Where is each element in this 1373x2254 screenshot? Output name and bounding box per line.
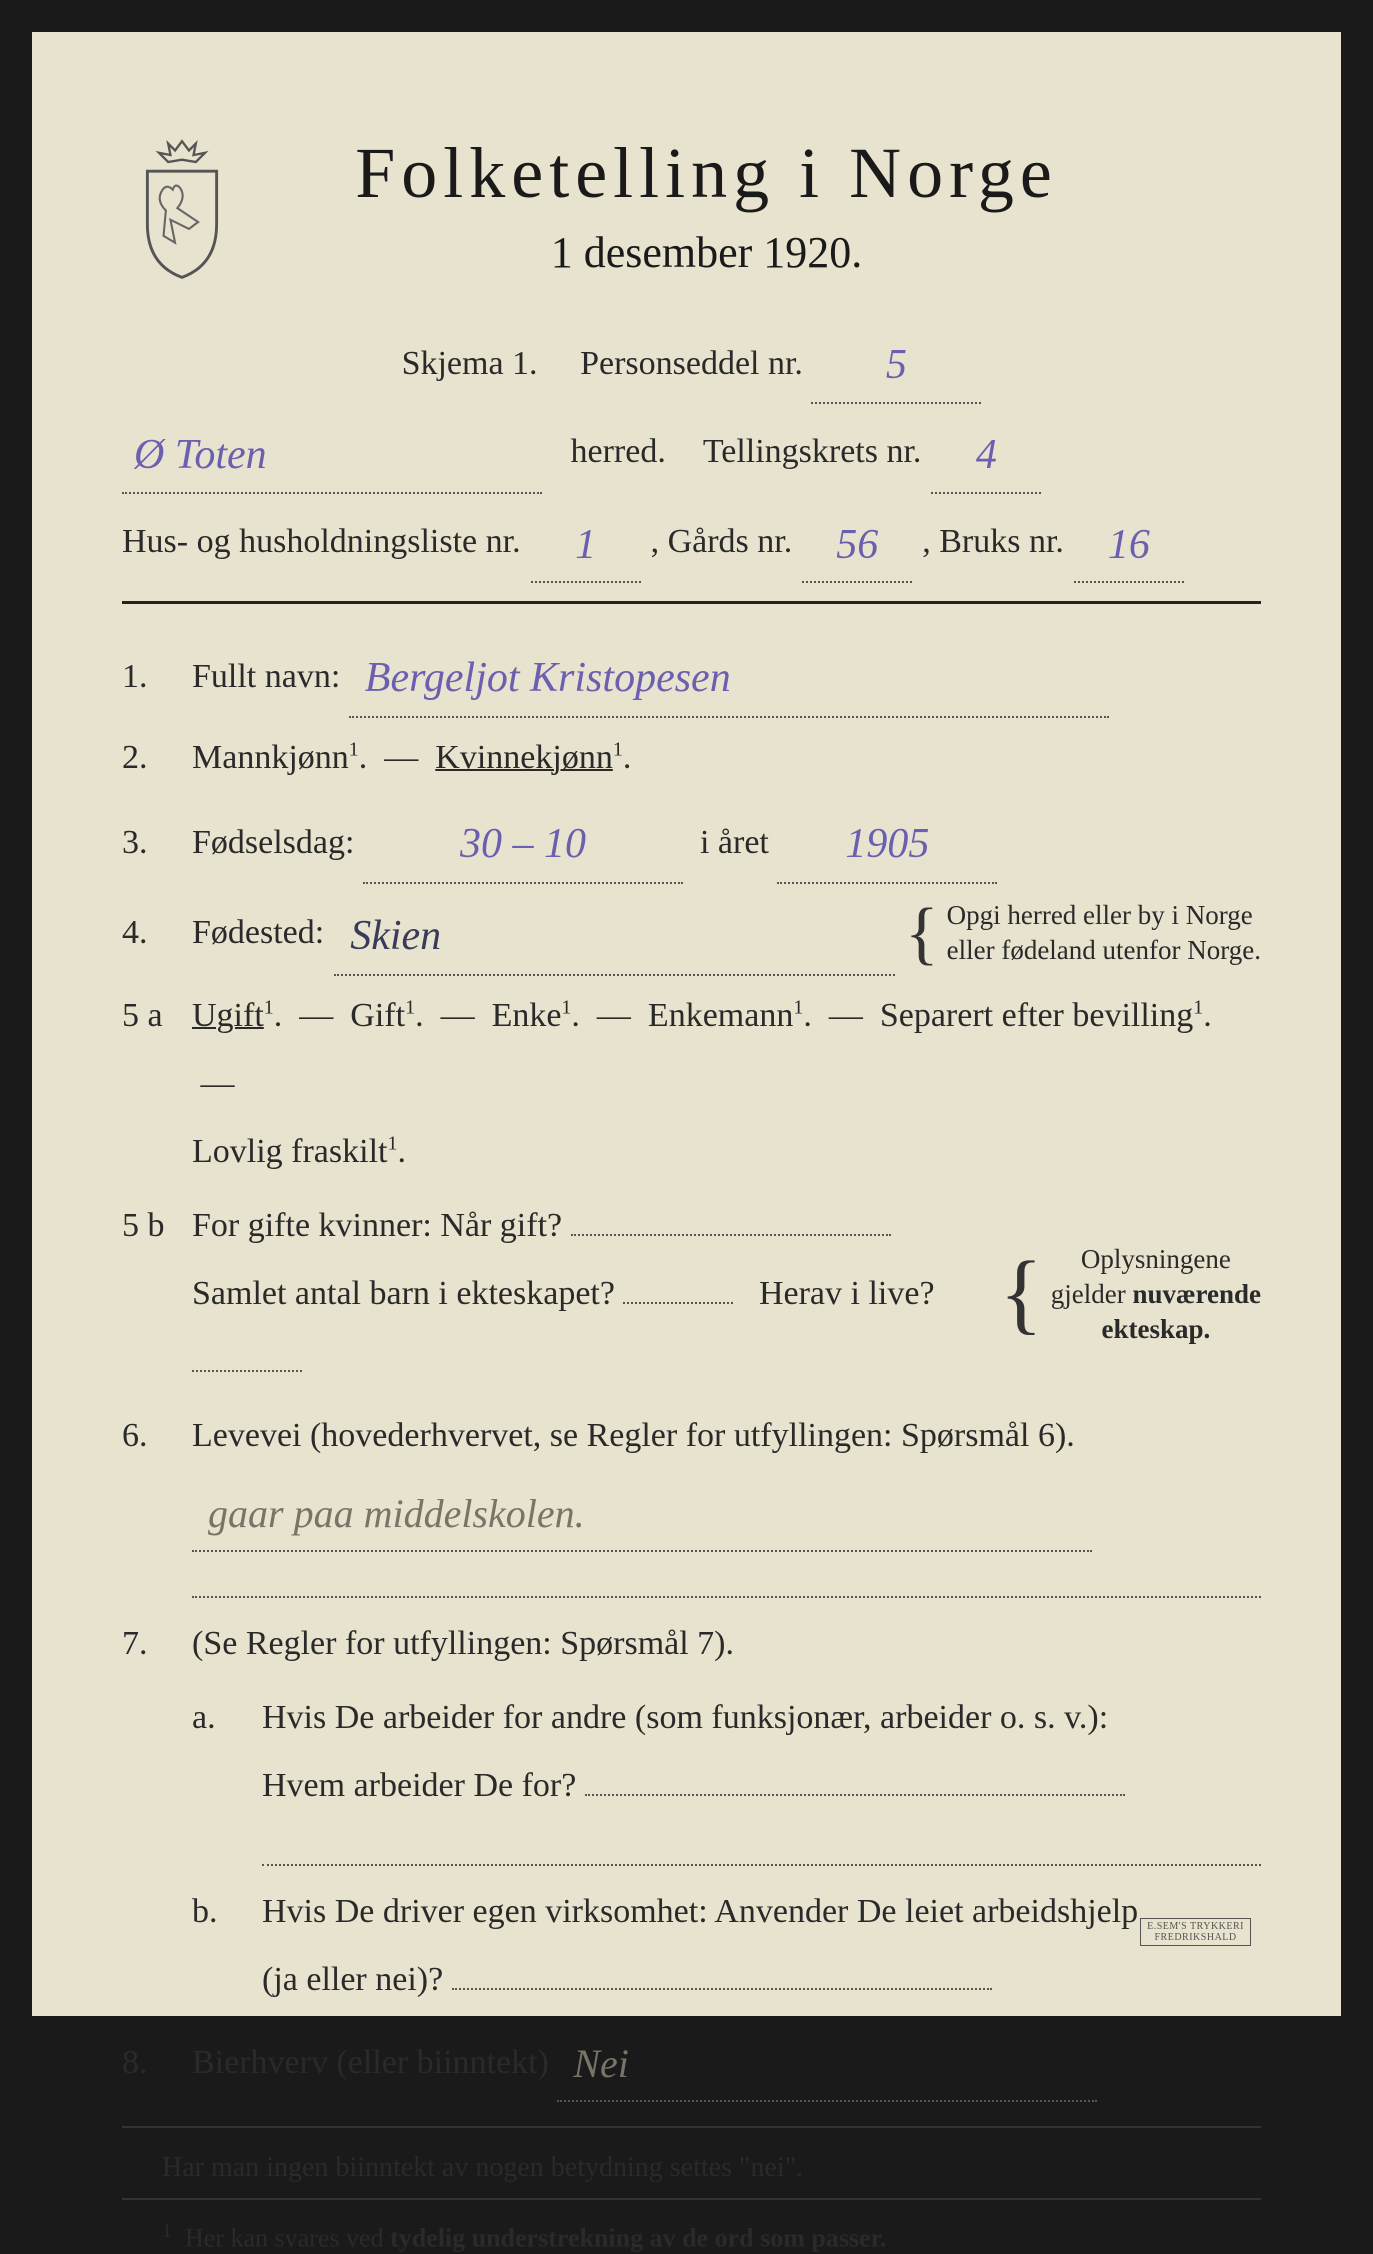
printer-stamp: E.SEM'S TRYKKERI FREDRIKSHALD (1140, 1918, 1251, 1946)
subtitle: 1 desember 1920. (272, 227, 1141, 278)
divider (122, 601, 1261, 604)
q2-female: Kvinnekjønn (435, 739, 613, 776)
divider-2 (122, 2126, 1261, 2128)
q8: 8. Bierhverv (eller biinntekt) Nei (122, 2020, 1261, 2102)
q7b-line2: (ja eller nei)? (262, 1961, 443, 1998)
q6-extra-line (192, 1564, 1261, 1598)
q6-label: Levevei (hovederhvervet, se Regler for u… (192, 1417, 1075, 1454)
tellingskrets-nr: 4 (976, 432, 997, 478)
q5a-fraskilt: Lovlig fraskilt (192, 1133, 387, 1170)
personseddel-nr: 5 (886, 342, 907, 388)
q8-label: Bierhverv (eller biinntekt) (192, 2044, 549, 2081)
q5b-note3: ekteskap. (1101, 1314, 1210, 1344)
q3-label: Fødselsdag: (192, 824, 354, 861)
q5b-line2a: Samlet antal barn i ekteskapet? (192, 1275, 615, 1312)
q2: 2. Mannkjønn1. — Kvinnekjønn1. (122, 724, 1261, 792)
tellingskrets-label: Tellingskrets nr. (703, 420, 922, 485)
q4-note2: eller fødeland utenfor Norge. (947, 935, 1261, 965)
q4-note1: Opgi herred eller by i Norge (947, 900, 1253, 930)
census-form-page: Folketelling i Norge 1 desember 1920. Sk… (32, 32, 1341, 2016)
q7a-line2: Hvem arbeider De for? (262, 1767, 576, 1804)
q1-label: Fullt navn: (192, 658, 340, 695)
q7b-line1: Hvis De driver egen virksomhet: Anvender… (262, 1893, 1138, 1930)
q4-value: Skien (350, 913, 441, 959)
schema-label: Skjema 1. (402, 345, 538, 382)
q5b-line2b: Herav i live? (759, 1275, 935, 1312)
q5a-separert: Separert efter bevilling (880, 997, 1193, 1034)
gards-label: , Gårds nr. (651, 510, 793, 575)
q7: 7. (Se Regler for utfyllingen: Spørsmål … (122, 1610, 1261, 1678)
divider-3 (122, 2198, 1261, 2200)
personseddel-label: Personseddel nr. (580, 345, 803, 382)
q3-day: 30 – 10 (460, 821, 586, 867)
row-herred: Ø Toten herred. Tellingskrets nr. 4 (122, 412, 1261, 494)
q7a: a. Hvis De arbeider for andre (som funks… (122, 1684, 1261, 1820)
q6: 6. Levevei (hovederhvervet, se Regler fo… (122, 1402, 1261, 1552)
q5b-note1: Oplysningene (1081, 1244, 1231, 1274)
q5a-ugift: Ugift (192, 997, 264, 1034)
q5a-enkemann: Enkemann (648, 997, 793, 1034)
q4: 4. Fødested: Skien { Opgi herred eller b… (122, 890, 1261, 976)
q7a-extra-line (262, 1832, 1261, 1866)
herred-label: herred. (571, 420, 666, 485)
q8-value: Nei (573, 2041, 629, 2086)
row-schema: Skjema 1. Personseddel nr. 5 (122, 322, 1261, 404)
q1-value: Bergeljot Kristopesen (365, 655, 731, 701)
footer-note-1: Har man ingen biinntekt av nogen betydni… (162, 2152, 1261, 2184)
herred-value: Ø Toten (134, 432, 267, 478)
q7b: b. Hvis De driver egen virksomhet: Anven… (122, 1878, 1261, 2014)
bruks-label: , Bruks nr. (922, 510, 1064, 575)
header: Folketelling i Norge 1 desember 1920. (122, 132, 1261, 282)
q3: 3. Fødselsdag: 30 – 10 i året 1905 (122, 798, 1261, 884)
q5b-label: For gifte kvinner: Når gift? (192, 1207, 562, 1244)
coat-of-arms-icon (122, 132, 242, 282)
main-title: Folketelling i Norge (272, 132, 1141, 215)
q2-male: Mannkjønn (192, 739, 349, 776)
q6-value: gaar paa middelskolen. (208, 1491, 585, 1536)
q5a-enke: Enke (492, 997, 562, 1034)
q7-label: (Se Regler for utfyllingen: Spørsmål 7). (192, 1610, 1261, 1678)
q3-mid: i året (700, 824, 769, 861)
husliste-nr: 1 (575, 522, 596, 568)
q3-year: 1905 (845, 821, 929, 867)
q5a-gift: Gift (350, 997, 405, 1034)
husliste-label: Hus- og husholdningsliste nr. (122, 510, 521, 575)
q4-label: Fødested: (192, 899, 324, 967)
q7a-line1: Hvis De arbeider for andre (som funksjon… (262, 1699, 1108, 1736)
q5b: 5 b For gifte kvinner: Når gift? Samlet … (122, 1192, 1261, 1396)
row-husliste: Hus- og husholdningsliste nr. 1 , Gårds … (122, 502, 1261, 584)
footer-note-2: 1 Her kan svares ved tydelig understrekn… (162, 2220, 1261, 2254)
gards-nr: 56 (836, 522, 878, 568)
q5a: 5 a Ugift1. — Gift1. — Enke1. — Enkemann… (122, 982, 1261, 1186)
bruks-nr: 16 (1108, 522, 1150, 568)
q1: 1. Fullt navn: Bergeljot Kristopesen (122, 632, 1261, 718)
